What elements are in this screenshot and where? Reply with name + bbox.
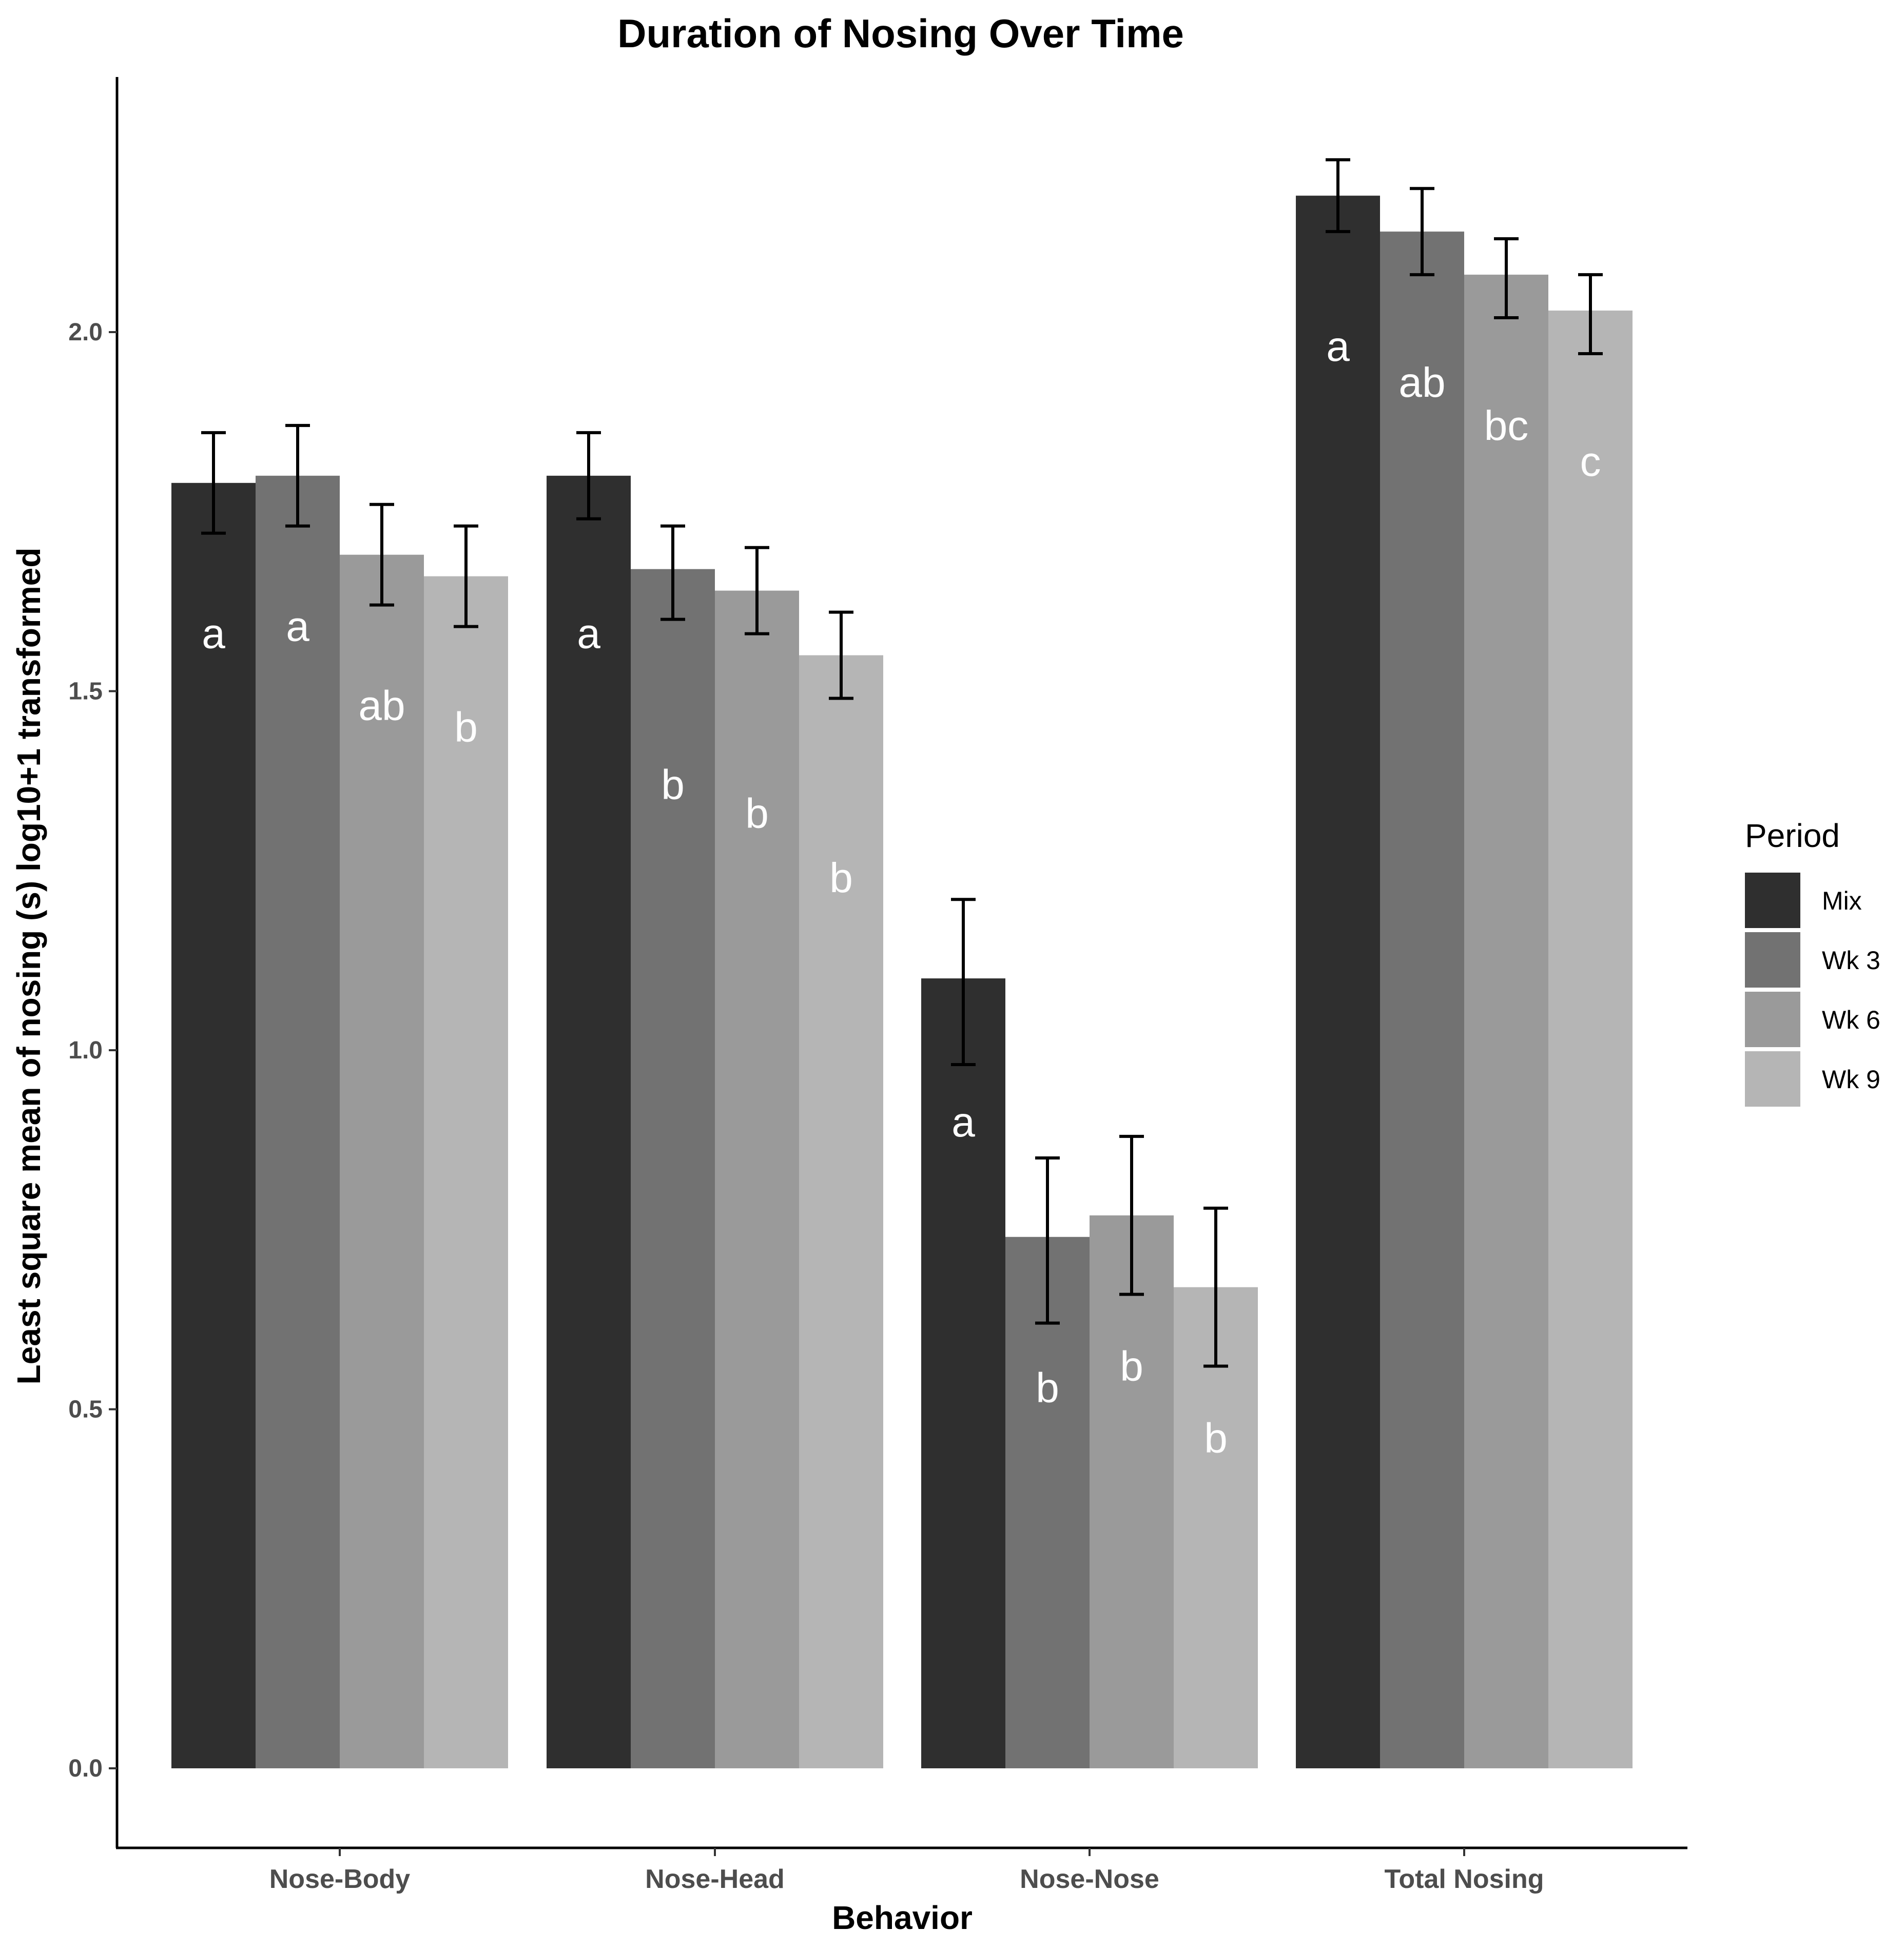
legend: Period Mix Wk 3 Wk 6 Wk 9 [1745, 817, 1880, 1107]
bar [715, 591, 799, 1768]
legend-label: Wk 6 [1822, 1006, 1880, 1034]
significance-label: c [1580, 438, 1601, 485]
y-tick-label: 0.5 [68, 1396, 103, 1423]
bar [1548, 311, 1633, 1768]
significance-label: b [661, 761, 685, 808]
significance-label: ab [1398, 359, 1445, 406]
significance-label: bc [1484, 402, 1529, 449]
significance-label: b [1120, 1343, 1143, 1390]
x-tick-label: Total Nosing [1384, 1864, 1544, 1894]
legend-key [1745, 932, 1800, 988]
significance-label: b [1036, 1365, 1059, 1412]
y-tick-label: 0.0 [68, 1755, 103, 1782]
x-tick-label: Nose-Head [645, 1864, 785, 1894]
x-axis-title: Behavior [832, 1899, 973, 1936]
bar [921, 978, 1005, 1768]
bar [256, 476, 340, 1768]
bar [1090, 1215, 1174, 1768]
y-tick-label: 1.0 [68, 1037, 103, 1064]
legend-key [1745, 873, 1800, 928]
y-tick-label: 2.0 [68, 319, 103, 346]
x-tick-label: Nose-Nose [1020, 1864, 1159, 1894]
y-axis-title: Least square mean of nosing (s) log10+1 … [10, 548, 47, 1385]
significance-label: a [1326, 323, 1350, 370]
bar [340, 555, 424, 1768]
significance-label: b [829, 855, 853, 901]
bar [547, 476, 631, 1768]
bar [1296, 196, 1380, 1768]
significance-label: ab [358, 682, 405, 729]
chart-title: Duration of Nosing Over Time [617, 11, 1184, 56]
significance-label: a [202, 611, 225, 658]
x-tick-label: Nose-Body [269, 1864, 411, 1894]
legend-key [1745, 992, 1800, 1047]
bar [631, 569, 715, 1768]
legend-label: Wk 9 [1822, 1065, 1880, 1094]
significance-label: a [286, 604, 309, 650]
bar [1464, 275, 1548, 1768]
significance-label: a [577, 611, 600, 658]
significance-label: b [454, 704, 478, 750]
legend-label: Mix [1822, 886, 1862, 915]
bar [1380, 231, 1464, 1768]
bar [171, 483, 256, 1768]
bar-chart: Duration of Nosing Over Time a aab babbbab… [0, 0, 1904, 1949]
legend-title: Period [1745, 817, 1840, 854]
legend-label: Wk 3 [1822, 946, 1880, 975]
bar [799, 655, 883, 1768]
significance-label: b [745, 790, 769, 837]
significance-label: b [1204, 1415, 1228, 1461]
y-tick-label: 1.5 [68, 678, 103, 705]
legend-key [1745, 1051, 1800, 1107]
bar [424, 576, 508, 1768]
significance-label: a [951, 1099, 975, 1146]
